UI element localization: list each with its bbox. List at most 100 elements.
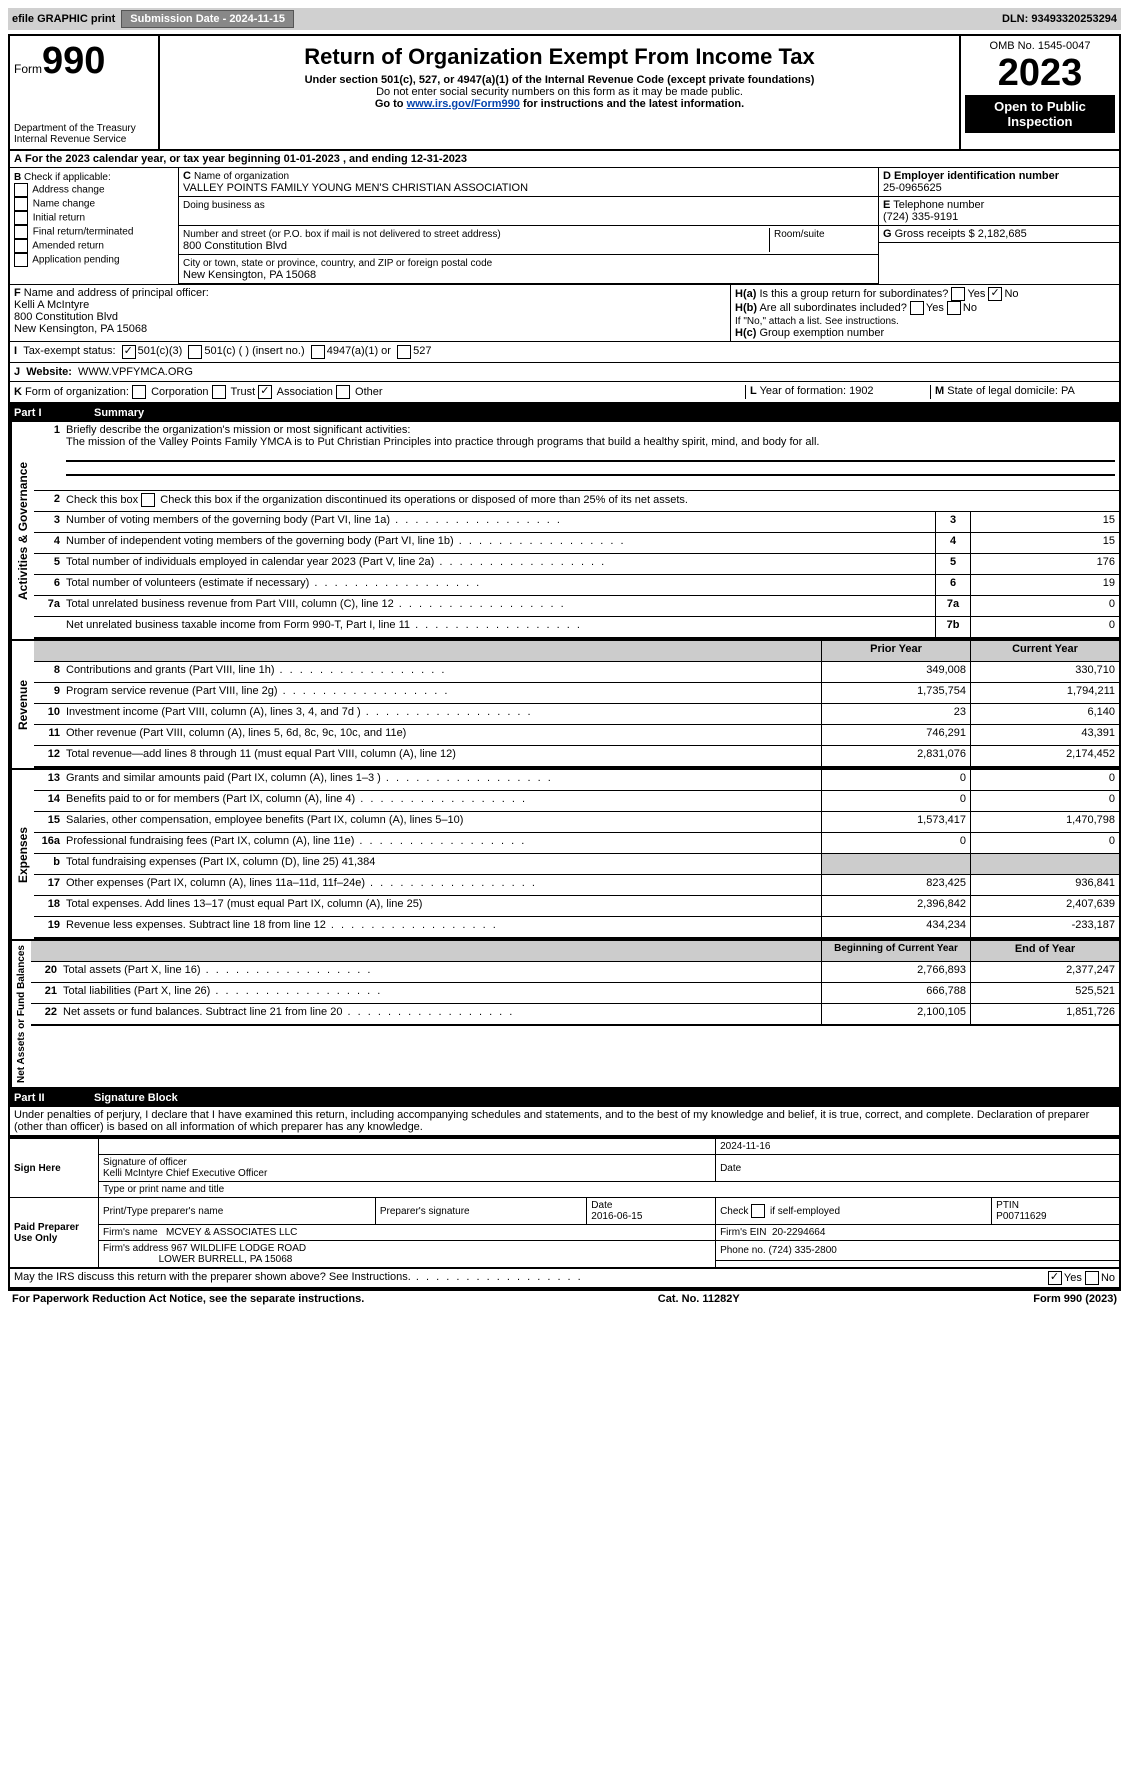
part2-num: Part II (14, 1092, 94, 1104)
v7b: 0 (970, 617, 1119, 637)
pra-notice: For Paperwork Reduction Act Notice, see … (12, 1293, 364, 1305)
irs-link[interactable]: www.irs.gov/Form990 (407, 98, 520, 110)
sig-officer-label: Signature of officer (103, 1157, 187, 1168)
phone-label: Phone no. (720, 1245, 766, 1256)
hdr-end: End of Year (970, 941, 1119, 961)
cb-501c[interactable] (188, 345, 202, 359)
vert-governance: Activities & Governance (10, 422, 34, 639)
opt-trust: Trust (230, 386, 255, 398)
opt-501c: 501(c) ( ) (insert no.) (204, 345, 304, 359)
submission-button[interactable]: Submission Date - 2024-11-15 (121, 10, 294, 28)
l1-label: Briefly describe the organization's miss… (66, 424, 410, 436)
goto-post: for instructions and the latest informat… (520, 98, 744, 110)
cb-corp[interactable] (132, 385, 146, 399)
cb-pending[interactable] (14, 253, 28, 267)
domicile-label: State of legal domicile: (947, 385, 1058, 397)
p11: 746,291 (821, 725, 970, 745)
l11: Other revenue (Part VIII, column (A), li… (62, 725, 821, 745)
cb-other[interactable] (336, 385, 350, 399)
street-val: 800 Constitution Blvd (183, 240, 287, 252)
c19: -233,187 (970, 917, 1119, 937)
cb-trust[interactable] (212, 385, 226, 399)
part2-title: Signature Block (94, 1092, 178, 1104)
efile-label: efile GRAPHIC print (12, 13, 115, 25)
l2: Check this box Check this box if the org… (66, 494, 688, 506)
p20: 2,766,893 (821, 962, 970, 982)
l8: Contributions and grants (Part VIII, lin… (62, 662, 821, 682)
phone-val: (724) 335-2800 (768, 1245, 836, 1256)
tel-val: (724) 335-9191 (883, 211, 958, 223)
cb-label-4: Amended return (32, 241, 104, 252)
cb-hb-no[interactable] (947, 301, 961, 315)
line-a: For the 2023 calendar year, or tax year … (25, 153, 467, 165)
hc-label: Group exemption number (759, 327, 884, 339)
cat-no: Cat. No. 11282Y (658, 1293, 740, 1305)
p12: 2,831,076 (821, 746, 970, 766)
cb-hb-yes[interactable] (910, 301, 924, 315)
l17: Other expenses (Part IX, column (A), lin… (62, 875, 821, 895)
form-org-label: Form of organization: (25, 386, 129, 398)
signature-table: Sign Here 2024-11-16 Signature of office… (8, 1137, 1121, 1269)
l6: Total number of volunteers (estimate if … (62, 575, 935, 595)
org-name: VALLEY POINTS FAMILY YOUNG MEN'S CHRISTI… (183, 182, 528, 194)
cb-self-employed[interactable] (751, 1204, 765, 1218)
vert-revenue: Revenue (10, 641, 34, 768)
firm-name: MCVEY & ASSOCIATES LLC (166, 1227, 297, 1238)
cb-l2[interactable] (141, 493, 155, 507)
dba-label: Doing business as (183, 200, 265, 211)
prep-sig-label: Preparer's signature (375, 1198, 586, 1225)
p22: 2,100,105 (821, 1004, 970, 1024)
cb-name-change[interactable] (14, 197, 28, 211)
org-name-label: Name of organization (194, 171, 289, 182)
cb-discuss-yes[interactable] (1048, 1271, 1062, 1285)
cb-527[interactable] (397, 345, 411, 359)
cb-ha-no[interactable] (988, 287, 1002, 301)
l14: Benefits paid to or for members (Part IX… (62, 791, 821, 811)
paid-prep-label: Paid Preparer Use Only (9, 1198, 99, 1269)
firm-addr1: 967 WILDLIFE LODGE ROAD (171, 1243, 306, 1254)
cb-ha-yes[interactable] (951, 287, 965, 301)
room-label: Room/suite (774, 229, 825, 240)
open-inspection: Open to Public Inspection (965, 95, 1115, 133)
l7a: Total unrelated business revenue from Pa… (62, 596, 935, 616)
p13: 0 (821, 770, 970, 790)
c14: 0 (970, 791, 1119, 811)
cb-501c3[interactable] (122, 345, 136, 359)
l1-text: The mission of the Valley Points Family … (66, 436, 819, 448)
hdr-begin: Beginning of Current Year (821, 941, 970, 961)
cb-initial[interactable] (14, 211, 28, 225)
cb-discuss-no[interactable] (1085, 1271, 1099, 1285)
l12: Total revenue—add lines 8 through 11 (mu… (62, 746, 821, 766)
ein-val: 25-0965625 (883, 182, 942, 194)
city-val: New Kensington, PA 15068 (183, 269, 316, 281)
c15: 1,470,798 (970, 812, 1119, 832)
ha-label: Is this a group return for subordinates? (759, 288, 948, 300)
opt-assoc: Association (277, 386, 333, 398)
year-form-label: Year of formation: (760, 385, 846, 397)
c17: 936,841 (970, 875, 1119, 895)
vert-expenses: Expenses (10, 770, 34, 939)
prep-date-label: Date (591, 1200, 612, 1211)
cb-assoc[interactable] (258, 385, 272, 399)
gross-label: Gross receipts $ (895, 228, 975, 240)
c18: 2,407,639 (970, 896, 1119, 916)
form-number: 990 (42, 40, 105, 82)
cb-address-change[interactable] (14, 183, 28, 197)
cb-final[interactable] (14, 225, 28, 239)
opt-501c3: 501(c)(3) (138, 345, 183, 359)
cb-4947[interactable] (311, 345, 325, 359)
subtitle1: Under section 501(c), 527, or 4947(a)(1)… (164, 74, 955, 86)
ein-label: Employer identification number (894, 170, 1059, 182)
cb-amended[interactable] (14, 239, 28, 253)
c22: 1,851,726 (970, 1004, 1119, 1024)
ptin-val: P00711629 (996, 1211, 1046, 1222)
hb-note: If "No," attach a list. See instructions… (735, 316, 899, 327)
officer-name: Kelli A McIntyre (14, 299, 89, 311)
city-label: City or town, state or province, country… (183, 258, 492, 269)
p14: 0 (821, 791, 970, 811)
tax-year: 2023 (965, 52, 1115, 95)
opt-corp: Corporation (151, 386, 208, 398)
v5: 176 (970, 554, 1119, 574)
l3: Number of voting members of the governin… (62, 512, 935, 532)
website-label: Website: (26, 366, 72, 378)
